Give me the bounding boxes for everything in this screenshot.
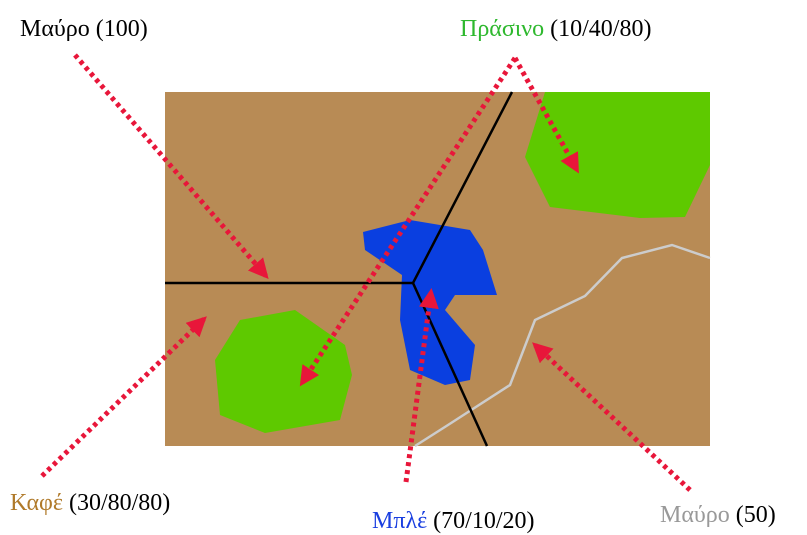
label-value: (30/80/80) <box>69 490 170 516</box>
label: Μαύρο (50) <box>660 502 776 528</box>
label-name: Μαύρο <box>20 16 90 42</box>
label-value: (10/40/80) <box>550 16 651 42</box>
label: Μαύρο (100) <box>20 16 148 42</box>
green-area <box>525 92 710 218</box>
label-value: (50) <box>736 502 776 528</box>
label: Μπλέ (70/10/20) <box>372 508 535 534</box>
arrow <box>73 53 269 280</box>
label-name: Πράσινο <box>460 16 544 42</box>
gray-line <box>414 243 711 448</box>
label-value: (100) <box>96 16 148 42</box>
arrow <box>299 56 518 387</box>
label-name: Καφέ <box>10 490 63 516</box>
label: Καφέ (30/80/80) <box>10 490 170 516</box>
green-area <box>215 310 352 433</box>
black-line <box>411 282 489 447</box>
label: Πράσινο (10/40/80) <box>460 16 651 42</box>
arrow <box>40 316 207 478</box>
label-name: Μπλέ <box>372 508 427 534</box>
label-value: (70/10/20) <box>433 508 534 534</box>
arrow <box>532 342 692 492</box>
arrow <box>512 56 580 174</box>
label-name: Μαύρο <box>660 502 730 528</box>
